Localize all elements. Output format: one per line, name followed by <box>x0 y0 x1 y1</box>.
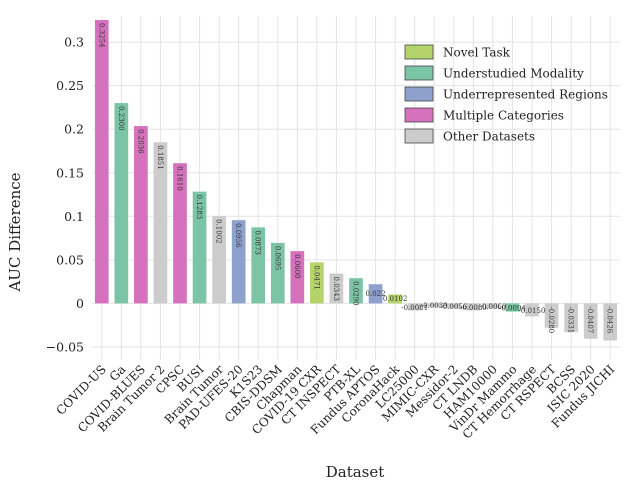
bar <box>583 303 598 339</box>
bar <box>603 303 618 341</box>
bar-value-label: 0.0102 <box>383 295 408 303</box>
bar <box>505 303 520 312</box>
legend-label: Other Datasets <box>443 130 535 144</box>
bar <box>446 303 461 309</box>
bar-value-label: -0.0080 <box>460 304 487 312</box>
bar-value-label: -0.0280 <box>547 306 555 333</box>
bar <box>407 303 422 311</box>
bar <box>212 216 226 304</box>
bar-value-label: -0.0060 <box>479 303 506 311</box>
bar-value-label: 0.0343 <box>332 277 340 302</box>
bar-value-label: 0.0956 <box>234 223 242 248</box>
bar <box>544 303 559 328</box>
bar-value-label: 0.1283 <box>195 195 203 220</box>
y-tick-label: 0.15 <box>56 165 84 180</box>
y-tick-label: 0.3 <box>64 35 84 50</box>
y-tick-label: 0.25 <box>56 78 84 93</box>
bar <box>486 303 500 309</box>
bar <box>388 294 402 304</box>
y-tick-label: 0.05 <box>56 252 84 267</box>
bar-value-label: 0.2300 <box>117 106 125 131</box>
bar <box>270 242 285 304</box>
legend-swatch <box>404 86 434 102</box>
bar-value-label: 0.2036 <box>136 129 144 154</box>
bar-value-label: -0.0094 <box>499 304 526 312</box>
bar-value-label: 0.1002 <box>215 219 223 244</box>
bar <box>427 303 442 307</box>
legend: Novel Task Understudied Modality Underrepr… <box>404 44 608 144</box>
bar <box>466 303 481 311</box>
bar-value-labels: 0.3254 0.2300 0.2036 0.1851 0.1610 0.1283 0.10… <box>97 23 613 334</box>
y-tick-label: 0 <box>76 296 84 311</box>
legend-swatch <box>404 107 434 123</box>
legend-label: Understudied Modality <box>443 67 584 81</box>
bar-value-label: -0.0150 <box>519 307 546 315</box>
bar <box>349 278 363 304</box>
bar-value-label: 0.0471 <box>312 265 320 290</box>
bar <box>173 163 187 304</box>
y-tick-label: 0.1 <box>64 209 84 224</box>
x-axis-title: Dataset <box>326 463 385 481</box>
bar-value-label: -0.0407 <box>586 306 594 333</box>
y-axis-title: AUC Difference <box>6 172 24 292</box>
bar-value-label: 0.0695 <box>273 246 281 271</box>
bar <box>134 126 148 304</box>
bar <box>525 303 539 317</box>
bar <box>231 220 246 304</box>
bar <box>114 103 129 304</box>
bar <box>290 251 305 304</box>
legend-swatch <box>404 65 434 81</box>
bar-value-label: -0.0331 <box>567 306 575 333</box>
bar-value-label: 0.0873 <box>254 230 262 255</box>
bar <box>192 191 207 304</box>
legend-label: Novel Task <box>443 46 511 60</box>
y-axis-ticks: −0.05 0 0.05 0.1 0.15 0.2 0.25 0.3 <box>46 35 84 355</box>
bar-value-label: -0.0039 <box>421 302 448 310</box>
legend-label: Underrepresented Regions <box>443 88 608 102</box>
legend-swatch <box>404 128 434 144</box>
bar-value-label: 0.0600 <box>293 254 301 278</box>
legend-label: Multiple Categories <box>443 109 564 123</box>
bar <box>564 303 578 333</box>
bar <box>153 142 168 304</box>
y-tick-label: 0.2 <box>64 122 84 137</box>
bar <box>94 20 109 304</box>
bar <box>251 227 266 304</box>
bar <box>310 262 324 304</box>
bars <box>94 20 618 341</box>
y-tick-label: −0.05 <box>46 339 84 354</box>
bar <box>329 273 344 304</box>
legend-swatch <box>404 44 434 60</box>
bar-value-label: -0.0056 <box>440 303 467 311</box>
bar-value-label: -0.0426 <box>606 306 614 333</box>
bar-value-label: 0.022 <box>366 290 386 298</box>
bar-value-label: 0.0290 <box>352 281 360 306</box>
bar <box>368 284 383 304</box>
bar-value-label: -0.0081 <box>401 304 428 312</box>
bar-value-label: 0.1851 <box>156 145 164 170</box>
bar-value-label: 0.3254 <box>97 23 105 48</box>
bar-value-label: 0.1610 <box>176 166 184 191</box>
